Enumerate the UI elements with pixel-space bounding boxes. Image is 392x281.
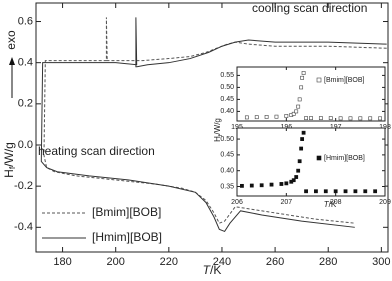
y-axis-label-suffix: /W/g: [2, 142, 16, 167]
legend-swatch: [316, 155, 322, 161]
x-tick-label: 260: [266, 256, 284, 268]
legend-swatch: [316, 77, 322, 83]
x-tick-label: 280: [319, 256, 337, 268]
data-point: [358, 116, 363, 121]
x-axis-label: T/K: [203, 263, 222, 277]
data-point: [284, 181, 289, 186]
y-axis-label: Hf/W/g: [213, 118, 224, 142]
legend-label: [Hmim][BOB]: [92, 230, 162, 244]
y-tick-label: -0.4: [14, 221, 33, 233]
legend-label: [Bmim][BOB]: [324, 77, 365, 84]
data-point: [240, 183, 244, 188]
y-tick-label: 0.50: [220, 136, 234, 143]
annotation: cooling scan direction: [252, 1, 367, 15]
data-point: [301, 130, 306, 135]
data-point: [328, 116, 333, 121]
x-tick-label: 220: [160, 256, 178, 268]
data-point: [300, 137, 305, 141]
series-line: [43, 17, 387, 224]
data-point: [279, 182, 284, 186]
data-point: [259, 183, 264, 188]
y-tick-label: -0.2: [14, 180, 33, 192]
data-point: [338, 116, 343, 121]
data-point: [264, 115, 269, 119]
y-tick-label: 0.45: [220, 96, 234, 103]
x-tick-label: 207: [280, 199, 292, 206]
y-tick-label: 0.4: [18, 57, 33, 69]
data-point: [249, 183, 254, 188]
data-point: [291, 178, 296, 183]
x-axis-label-main: T: [324, 200, 330, 209]
data-point: [304, 116, 308, 121]
data-point: [297, 97, 302, 102]
data-point: [363, 189, 368, 194]
y-tick-label: 0.55: [220, 72, 234, 79]
y-tick-label: 0.40: [220, 108, 234, 115]
y-axis-label-subscript: f: [218, 134, 224, 136]
x-axis-label-suffix: /K: [329, 200, 337, 209]
y-tick-label: 0.40: [220, 168, 234, 175]
data-point: [269, 182, 274, 187]
y-tick-label: 0.0: [18, 139, 33, 151]
data-point: [300, 75, 305, 80]
data-point: [378, 116, 382, 121]
x-axis-label: T/K: [324, 200, 337, 209]
annotation: exo: [4, 30, 18, 50]
data-point: [244, 115, 249, 120]
y-tick-label: 0.45: [220, 152, 234, 159]
data-point: [318, 116, 323, 121]
data-point: [368, 116, 373, 121]
data-point: [294, 175, 299, 179]
data-point: [296, 104, 301, 109]
data-point: [373, 189, 378, 194]
series-line: [40, 17, 387, 233]
x-axis-label-suffix: /K: [210, 263, 221, 277]
data-point: [301, 71, 306, 75]
y-axis-label-main: H: [2, 169, 16, 178]
y-axis-label-suffix: /W/g: [213, 118, 222, 134]
y-tick-label: 0.2: [18, 98, 33, 110]
annotation: heating scan direction: [38, 144, 155, 158]
plot-frame: [236, 127, 386, 197]
data-point: [353, 189, 358, 194]
data-point: [284, 114, 289, 118]
data-point: [299, 85, 304, 90]
legend-label: [Hmim][BOB]: [324, 155, 365, 162]
y-axis-label: Hf/W/g: [2, 142, 17, 178]
data-point: [348, 116, 353, 121]
data-point: [294, 109, 299, 114]
plot-frame: [236, 66, 386, 122]
data-point: [343, 189, 348, 194]
data-point: [254, 115, 259, 120]
x-tick-label: 300: [372, 256, 390, 268]
y-axis-label-subscript: f: [7, 166, 17, 169]
y-tick-label: 0.6: [18, 15, 33, 27]
x-tick-label: 200: [107, 256, 125, 268]
data-point: [323, 189, 328, 194]
data-point: [291, 111, 296, 116]
data-point: [297, 159, 302, 164]
x-tick-label: 208: [330, 199, 342, 206]
data-point: [304, 189, 308, 194]
y-tick-label: 0.50: [220, 84, 234, 91]
legend-label: [Bmim][BOB]: [92, 205, 161, 219]
x-tick-label: 240: [213, 256, 231, 268]
y-tick-label: 0.35: [220, 183, 234, 190]
y-axis-label-main: H: [213, 136, 222, 142]
x-tick-label: 206: [231, 199, 243, 206]
data-point: [314, 189, 318, 194]
data-point: [296, 168, 301, 173]
data-point: [274, 114, 279, 119]
x-tick-label: 209: [379, 199, 391, 206]
x-axis-label-main: T: [203, 263, 212, 277]
data-point: [309, 116, 313, 121]
x-tick-label: 180: [53, 256, 71, 268]
data-point: [299, 146, 304, 151]
data-point: [333, 189, 338, 194]
